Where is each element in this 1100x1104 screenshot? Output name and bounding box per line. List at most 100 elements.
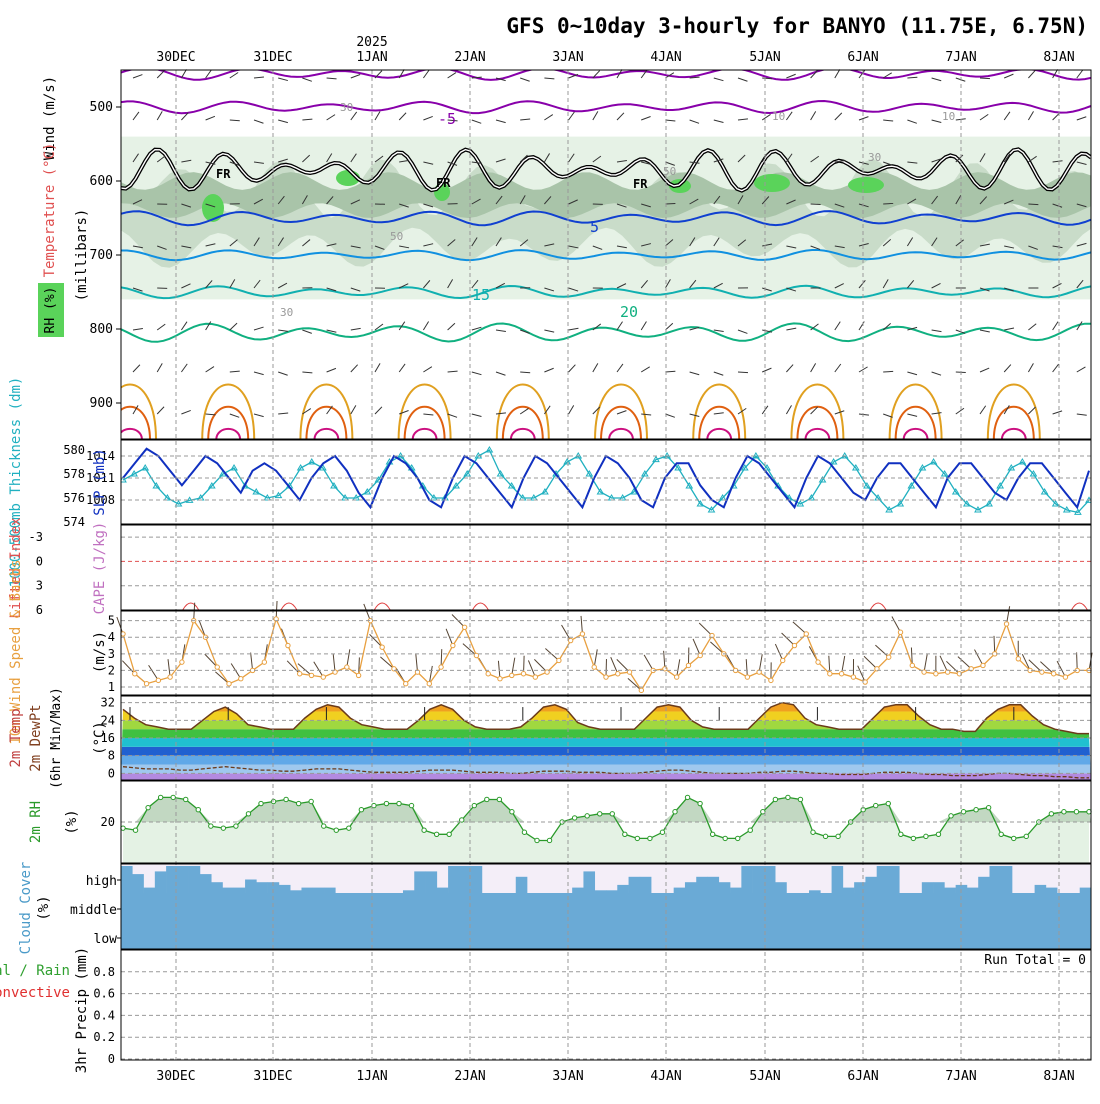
- warm-contour: [904, 429, 928, 440]
- wind-barb: [980, 406, 986, 414]
- wind-tick-label: 5: [108, 614, 115, 628]
- rh2m-point: [961, 810, 965, 814]
- warm-contour: [216, 429, 240, 440]
- wind-barb: [230, 371, 240, 372]
- rh2m-point: [384, 801, 388, 805]
- rh2m-point: [748, 828, 752, 832]
- wind-barb: [230, 414, 239, 417]
- bottom-date-label: 5JAN: [749, 1069, 780, 1084]
- wind-barb: [133, 75, 142, 78]
- year-label: 2025: [356, 35, 387, 50]
- wind-barb: [399, 364, 405, 372]
- bottom-date-label: 30DEC: [156, 1069, 195, 1084]
- temperature-band: [121, 729, 1091, 738]
- top-date-label: 5JAN: [749, 50, 780, 65]
- rh2m-point: [522, 830, 526, 834]
- rh-saturated-blob: [754, 174, 790, 192]
- wind-tick-label: 2: [108, 663, 115, 677]
- rh2m-point: [572, 816, 576, 820]
- wind10m-point: [557, 658, 561, 662]
- wind10m-point: [1051, 672, 1055, 676]
- temp-tick-label: 8: [108, 749, 115, 763]
- wind-barb: [206, 367, 214, 372]
- wind10m-point: [510, 673, 514, 677]
- warm-contour: [693, 385, 745, 441]
- rh-label: 10: [942, 110, 955, 123]
- wind10m-barb: [793, 622, 806, 634]
- cloud-high-bar: [414, 871, 426, 893]
- temperature-band: [121, 703, 1091, 712]
- cloud-high-bar: [854, 882, 866, 893]
- rh2m-point: [234, 824, 238, 828]
- wind-barb: [1077, 117, 1086, 120]
- wind-barb: [181, 69, 186, 78]
- wind-barb: [423, 70, 429, 78]
- cloud-high-bar: [448, 866, 460, 893]
- bottom-date-label: 6JAN: [847, 1069, 878, 1084]
- contour-label: -5: [438, 110, 456, 128]
- warm-contour: [511, 429, 535, 440]
- wind-barb: [1028, 324, 1036, 330]
- cloud-high-bar: [877, 866, 889, 893]
- wind-barb: [254, 120, 263, 123]
- wind-barb: [375, 111, 380, 120]
- wind-barb: [980, 114, 988, 120]
- wind-barb: [569, 112, 575, 120]
- wind-barb: [1004, 328, 1014, 330]
- wind-barb: [278, 120, 288, 123]
- wind-barb: [811, 363, 816, 372]
- rh2m-point: [209, 824, 213, 828]
- wind10m-point: [898, 630, 902, 634]
- wind10m-point: [887, 655, 891, 659]
- wind-barb: [714, 330, 724, 332]
- rh2m-point: [171, 795, 175, 799]
- wind10m-point: [427, 682, 431, 686]
- rh2m-point: [322, 824, 326, 828]
- wind-barb: [254, 372, 264, 375]
- cloud-high-bar: [989, 866, 1001, 893]
- rh-label: 30: [280, 306, 293, 319]
- wind-barb: [714, 120, 724, 123]
- wind-barb: [1077, 414, 1087, 415]
- wind-barb: [835, 69, 840, 78]
- wind10m-point: [863, 680, 867, 684]
- rh2m-point: [284, 797, 288, 801]
- wind10m-point: [1004, 622, 1008, 626]
- rh-label: 10: [772, 110, 785, 123]
- wind10m-point: [298, 672, 302, 676]
- cloud-high-bar: [245, 880, 257, 894]
- rh2m-point: [510, 810, 514, 814]
- lifted-index-tick-label: 6: [36, 603, 43, 617]
- wind10m-point: [781, 658, 785, 662]
- rh2m-point: [698, 801, 702, 805]
- contour-label: 20: [620, 303, 638, 321]
- wind-barb: [762, 368, 771, 372]
- wind-barb: [157, 111, 162, 120]
- warm-contour: [805, 429, 829, 440]
- wind-barb: [811, 111, 816, 120]
- warm-contour: [314, 429, 338, 440]
- wind-barb: [1004, 112, 1010, 120]
- top-date-label: 4JAN: [650, 50, 681, 65]
- wind10m-barb: [994, 636, 995, 654]
- wind10m-point: [521, 672, 525, 676]
- cloud-high-bar: [200, 874, 212, 893]
- cloud-high-bar: [944, 888, 956, 893]
- wind-barb: [714, 372, 723, 375]
- wind-barb: [254, 77, 264, 78]
- rh2m-area-high: [121, 797, 1091, 822]
- wind-tick-label: 1: [108, 680, 115, 694]
- wind-barb: [569, 328, 579, 330]
- cloud-high-bar: [978, 877, 990, 893]
- wind10m-barb: [251, 653, 253, 671]
- cloud-high-bar: [775, 882, 787, 893]
- cloud-high-bar: [685, 882, 697, 893]
- wind-barb: [859, 117, 868, 120]
- rh-saturated-blob: [202, 194, 224, 222]
- cloud-high-bar: [719, 882, 731, 893]
- rh2m-point: [184, 797, 188, 801]
- wind-barb: [641, 117, 650, 120]
- wind-barb: [544, 115, 552, 120]
- wind-tick-label: 3: [108, 647, 115, 661]
- wind-barb: [181, 364, 187, 372]
